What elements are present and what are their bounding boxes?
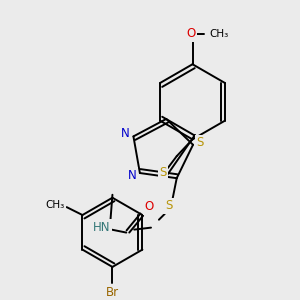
Text: N: N	[128, 169, 136, 182]
Text: O: O	[186, 27, 195, 40]
Text: HN: HN	[93, 221, 110, 234]
Text: CH₃: CH₃	[210, 28, 229, 39]
Text: O: O	[144, 200, 154, 213]
Text: N: N	[121, 127, 130, 140]
Text: S: S	[165, 200, 172, 212]
Text: S: S	[159, 166, 167, 178]
Text: CH₃: CH₃	[45, 200, 64, 210]
Text: Br: Br	[106, 286, 119, 299]
Text: S: S	[196, 136, 204, 149]
